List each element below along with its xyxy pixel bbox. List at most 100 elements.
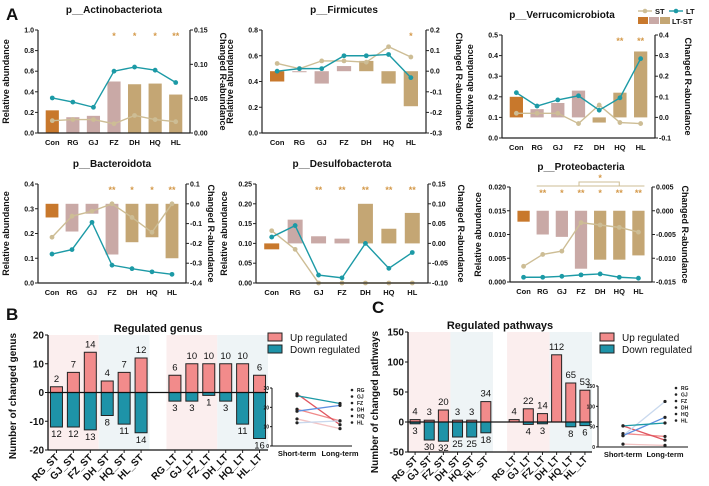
significance-star: ** [168,185,176,195]
left-tick-label: 0.4 [24,182,34,189]
value-label-down: 8 [105,418,110,429]
subplot-actinobacteriota: p__Actinobacteriota 0.0 0.2 0.4 0.6 0.8 1.0 0.0… [1,5,228,147]
category-label: HQ [614,143,625,152]
value-label-up: 34 [481,389,492,400]
left-tick-label: 0.0 [24,131,34,138]
legend-down-label: Down regulated [290,345,360,356]
inset-point [295,421,299,425]
inset-series-line [622,432,666,438]
point-lt [149,269,155,275]
inset-series-line [296,420,341,424]
point-st [408,54,414,60]
left-tick-label: 0.010 [488,232,506,239]
right-tick-label: 0.1 [659,94,669,101]
legend-lt-marker [673,8,679,14]
inset-legend-label: HL [357,421,364,427]
bar-down-regulated [423,421,435,441]
significance-star: ** [338,185,346,195]
value-label-down: 3 [189,403,194,414]
point-lt [316,272,321,278]
inset-y-tick-label: 0 [592,445,595,451]
category-label: RG [66,288,77,297]
left-tick-label: 0.2 [24,231,34,238]
bar-changed-abundance [381,228,397,244]
point-st [617,120,623,125]
category-label: HL [407,288,417,297]
bar-changed-abundance [127,84,142,133]
inset-series-line [296,418,341,430]
bar-down-regulated [219,392,233,402]
category-label: RG [67,138,78,147]
point-lt [513,90,519,96]
point-lt [341,53,347,59]
value-label-up: 20 [438,397,449,408]
left-tick-label: 0.0 [248,131,258,138]
right-axis-label: Changed R-abundance [456,184,466,282]
bar-changed-abundance [509,96,523,118]
inset-point [295,409,299,413]
point-st [89,208,95,214]
bar-down-regulated [480,421,492,434]
bar-up-regulated [185,363,199,393]
right-tick-label: 0.1 [430,48,440,55]
point-st [152,117,158,123]
point-st [111,121,117,127]
significance-star: ** [539,188,547,198]
left-axis-label: Relative abundance [1,191,11,276]
inset-series-line [622,422,666,427]
inset-point [295,394,299,398]
point-st [91,117,96,123]
bar-up-regulated [236,363,250,393]
bar-changed-abundance [314,71,329,84]
value-label-down: 3 [223,403,228,414]
inset-legend-label: DH [681,406,689,412]
value-label-up: 65 [565,370,576,381]
point-lt [109,262,115,268]
category-label: Con [45,288,60,297]
category-label: RG [294,138,305,147]
significance-star: * [409,31,413,41]
category-label: FZ [339,138,349,147]
category-label: DH [129,138,140,147]
bar-changed-abundance [165,203,179,259]
left-tick-label: 0.020 [488,185,506,192]
bar-changed-abundance [264,243,280,250]
category-label: GJ [314,288,324,297]
inset-legend-label: FZ [681,399,687,405]
inset-legend-label: FZ [357,401,363,407]
left-tick-label: 0.20 [238,201,252,208]
value-label-up: 3 [469,407,474,418]
inset-y-tick-label: 0 [266,444,269,450]
left-tick-label: 0.0 [24,281,34,288]
inset-point [663,421,667,425]
inset-legend-label: HL [681,419,688,425]
category-label: FZ [576,287,586,296]
inset-legend-marker [350,401,354,405]
chart-regulated-genus: 212RG_ST712GJ_ST1413FZ_ST48DH_ST711HQ_ST… [8,323,365,484]
significance-star: ** [577,188,585,198]
inset-legend-marker [674,412,678,416]
right-tick-label: -0.1 [659,136,671,143]
significance-star: * [560,188,564,198]
point-lt [274,68,280,74]
bar-up-regulated [168,374,182,393]
value-label-up: 6 [172,362,177,373]
value-label-up: 4 [512,407,517,418]
left-axis-label: Relative abundance [225,39,235,124]
bar-down-regulated [100,392,114,416]
point-st [576,121,581,126]
bar-down-regulated [236,392,250,425]
point-lt [386,52,391,57]
category-label: FZ [109,138,119,147]
significance-star: ** [616,188,624,198]
bar-up-regulated [565,382,577,423]
point-st [274,61,280,66]
inset-legend-marker [674,399,678,403]
legend-up-label: Up regulated [622,333,679,344]
point-st [521,263,526,269]
inset-legend-marker [350,414,354,418]
category-label: HL [171,138,181,147]
point-lt [534,103,540,109]
point-st [638,121,644,126]
category-label: GJ [88,138,98,147]
